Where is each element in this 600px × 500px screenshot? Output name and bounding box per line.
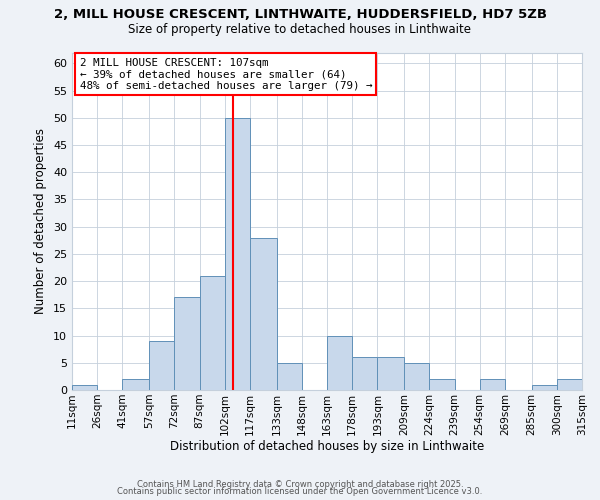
Text: Size of property relative to detached houses in Linthwaite: Size of property relative to detached ho… bbox=[128, 22, 472, 36]
Bar bbox=[532, 384, 557, 390]
Bar bbox=[199, 276, 224, 390]
Text: Contains public sector information licensed under the Open Government Licence v3: Contains public sector information licen… bbox=[118, 488, 482, 496]
Text: 2 MILL HOUSE CRESCENT: 107sqm
← 39% of detached houses are smaller (64)
48% of s: 2 MILL HOUSE CRESCENT: 107sqm ← 39% of d… bbox=[80, 58, 372, 91]
Bar bbox=[430, 379, 455, 390]
Bar bbox=[479, 379, 505, 390]
Text: Contains HM Land Registry data © Crown copyright and database right 2025.: Contains HM Land Registry data © Crown c… bbox=[137, 480, 463, 489]
Bar bbox=[175, 298, 199, 390]
Bar bbox=[277, 363, 302, 390]
Bar bbox=[72, 384, 97, 390]
Bar bbox=[352, 358, 377, 390]
Bar bbox=[250, 238, 277, 390]
Y-axis label: Number of detached properties: Number of detached properties bbox=[34, 128, 47, 314]
Bar bbox=[224, 118, 250, 390]
Bar bbox=[122, 379, 149, 390]
Text: 2, MILL HOUSE CRESCENT, LINTHWAITE, HUDDERSFIELD, HD7 5ZB: 2, MILL HOUSE CRESCENT, LINTHWAITE, HUDD… bbox=[53, 8, 547, 20]
X-axis label: Distribution of detached houses by size in Linthwaite: Distribution of detached houses by size … bbox=[170, 440, 484, 454]
Bar bbox=[557, 379, 582, 390]
Bar bbox=[327, 336, 352, 390]
Bar bbox=[377, 358, 404, 390]
Bar bbox=[404, 363, 430, 390]
Bar bbox=[149, 341, 175, 390]
